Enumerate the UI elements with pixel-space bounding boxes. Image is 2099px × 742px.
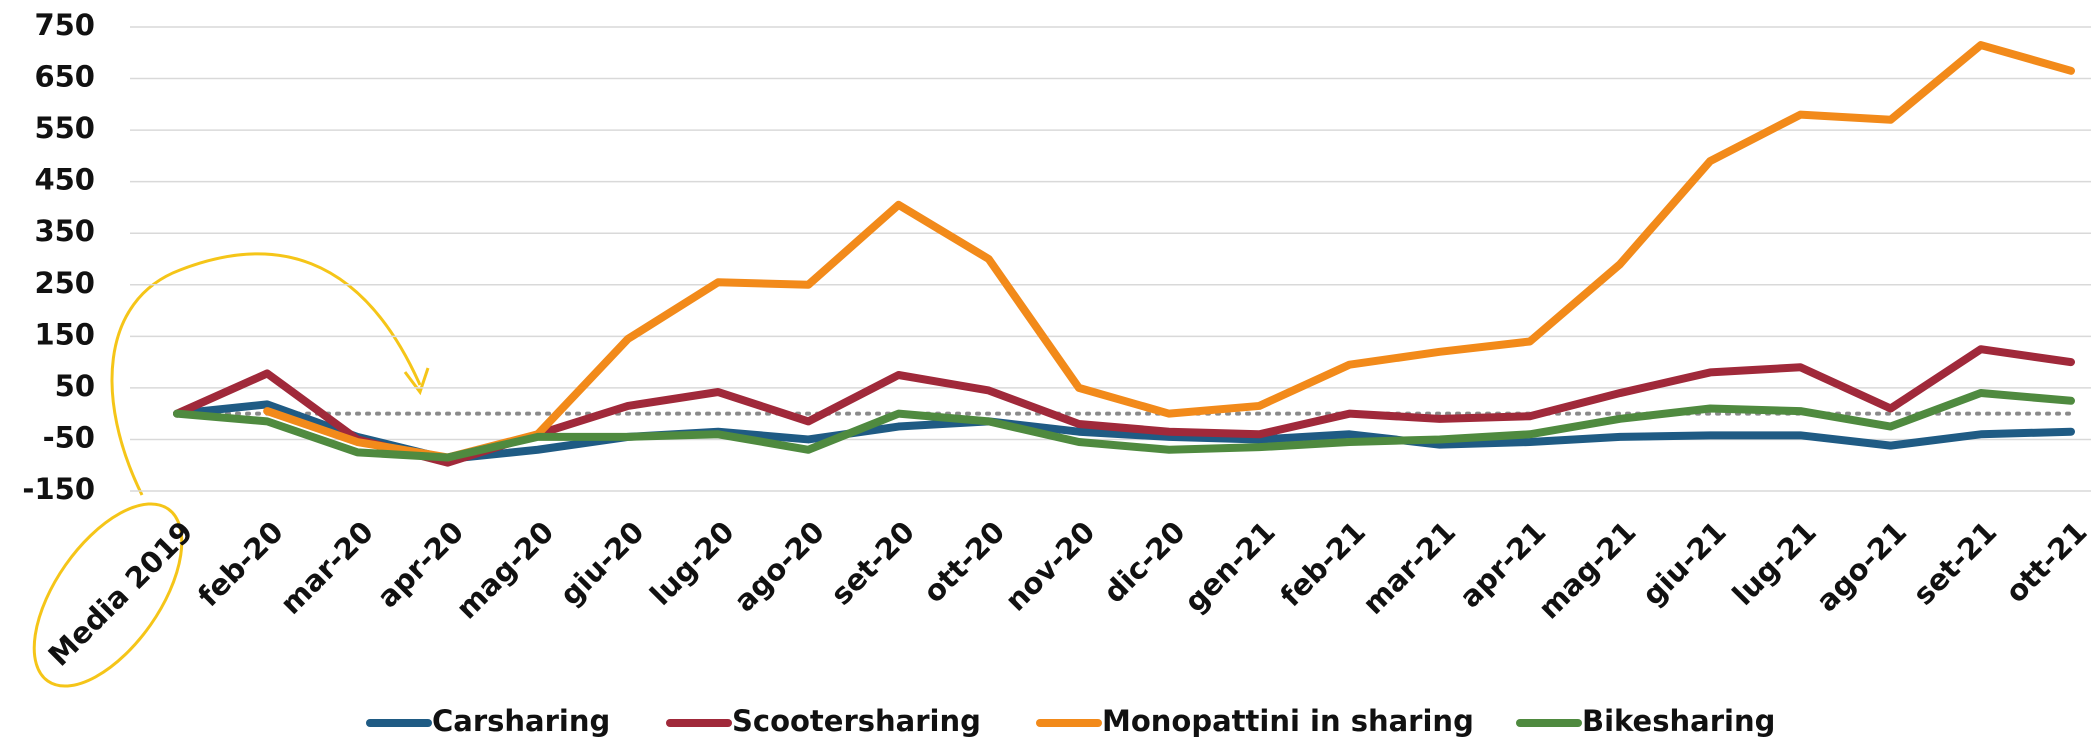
y-tick-label: 650: [34, 60, 95, 94]
y-tick-label: -150: [22, 472, 95, 506]
x-tick-label: mag-21: [1532, 515, 1643, 626]
x-tick-label: lug-20: [643, 515, 740, 612]
x-tick-label: nov-20: [998, 515, 1101, 618]
y-tick-label: 50: [55, 369, 95, 403]
x-tick-label: Media 2019: [41, 515, 199, 673]
x-tick-label: giu-21: [1635, 515, 1732, 612]
x-tick-label: lug-21: [1726, 515, 1823, 612]
x-tick-label: ago-21: [1810, 515, 1914, 619]
y-tick-label: 550: [34, 111, 95, 145]
series-line: [173, 400, 2075, 464]
series-line: [263, 41, 2075, 462]
y-tick-label: 450: [34, 163, 95, 197]
x-tick-label: ott-21: [1999, 515, 2094, 610]
legend: Carsharing Scootersharing Monopattini in s…: [366, 704, 1775, 738]
legend-label: Bikesharing: [1582, 704, 1775, 738]
x-tick-label: mar-20: [274, 515, 380, 621]
x-tick-label: ott-20: [917, 515, 1012, 610]
y-tick-label: 250: [34, 266, 95, 300]
x-tick-label: mar-21: [1356, 515, 1462, 621]
y-tick-label: 150: [34, 317, 95, 351]
legend-label: Monopattini in sharing: [1102, 704, 1474, 738]
x-tick-label: ago-20: [727, 515, 831, 619]
x-tick-label: mag-20: [449, 515, 560, 626]
y-tick-label: -50: [43, 420, 95, 454]
y-tick-label: 350: [34, 214, 95, 248]
y-tick-label: 750: [34, 8, 95, 42]
legend-label: Carsharing: [432, 704, 610, 738]
x-tick-label: set-20: [824, 515, 921, 612]
annotation: [32, 252, 430, 688]
x-tick-label: set-21: [1906, 515, 2003, 612]
x-tick-label: gen-21: [1178, 515, 1282, 619]
legend-label: Scootersharing: [732, 704, 981, 738]
series-line: [173, 389, 2075, 462]
x-tick-label: giu-20: [553, 515, 650, 612]
